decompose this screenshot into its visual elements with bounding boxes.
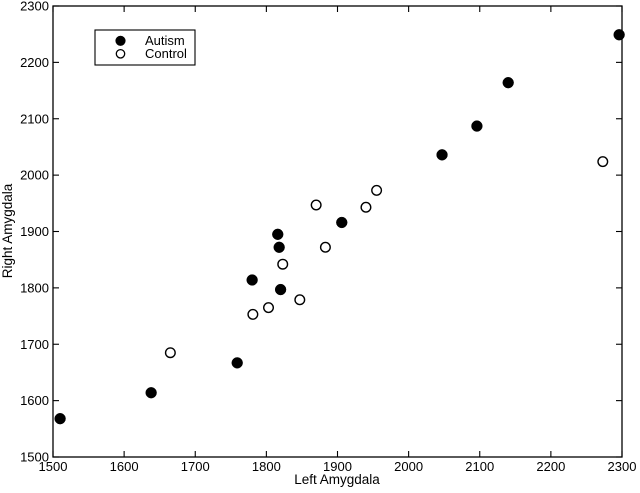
y-tick-label: 1700 [20,337,49,352]
data-point-autism [471,120,483,132]
data-point-autism [231,357,243,369]
y-tick-label: 2000 [20,168,49,183]
data-points [54,29,625,425]
data-point-control [371,184,383,196]
data-point-autism [273,241,285,253]
y-tick-label: 1900 [20,224,49,239]
legend-marker-autism-filled-circle-icon [115,35,126,46]
legend-box [94,29,196,66]
y-tick-label: 1600 [20,393,49,408]
data-point-autism [274,283,287,296]
data-point-autism [436,149,448,161]
data-point-control [263,302,275,314]
data-point-autism [336,216,348,229]
x-tick-label: 2200 [536,459,565,474]
data-point-autism [246,274,258,286]
x-tick-label: 2300 [608,459,637,474]
data-point-autism [502,77,514,89]
axis-ticks [52,5,623,458]
x-tick-label: 2100 [465,459,494,474]
y-tick-label: 1500 [20,450,49,465]
legend-marker-control-open-circle-icon [115,48,126,59]
data-point-control [319,241,331,253]
data-point-control [310,199,322,211]
data-point-autism [272,228,284,240]
data-point-control [277,258,289,270]
data-point-autism [54,413,66,425]
x-tick-label: 1700 [181,459,210,474]
x-axis-label: Left Amygdala [294,472,380,487]
data-point-control [247,308,259,320]
axis-tick-labels: 1500 1600 1700 1800 1900 2000 2100 2200 2300 1500… [20,0,636,474]
data-point-autism [145,387,157,399]
data-point-control [360,201,372,213]
plot-area-border [52,5,623,458]
y-tick-label: 2200 [20,55,49,70]
legend-label-autism: Autism [145,33,185,48]
y-tick-label: 2100 [20,111,49,126]
data-point-control [164,347,176,359]
y-tick-label: 2300 [20,0,49,14]
y-axis-label: Right Amygdala [0,183,15,278]
x-tick-label: 2000 [394,459,423,474]
legend: Autism Control [94,29,196,66]
x-tick-label: 1500 [39,459,68,474]
data-point-autism [613,29,625,41]
x-tick-label: 1600 [110,459,139,474]
y-tick-label: 1800 [20,280,49,295]
legend-label-control: Control [145,46,187,61]
x-tick-label: 1900 [323,459,352,474]
data-point-control [597,156,609,168]
data-point-control [294,294,306,306]
x-tick-label: 1800 [252,459,281,474]
